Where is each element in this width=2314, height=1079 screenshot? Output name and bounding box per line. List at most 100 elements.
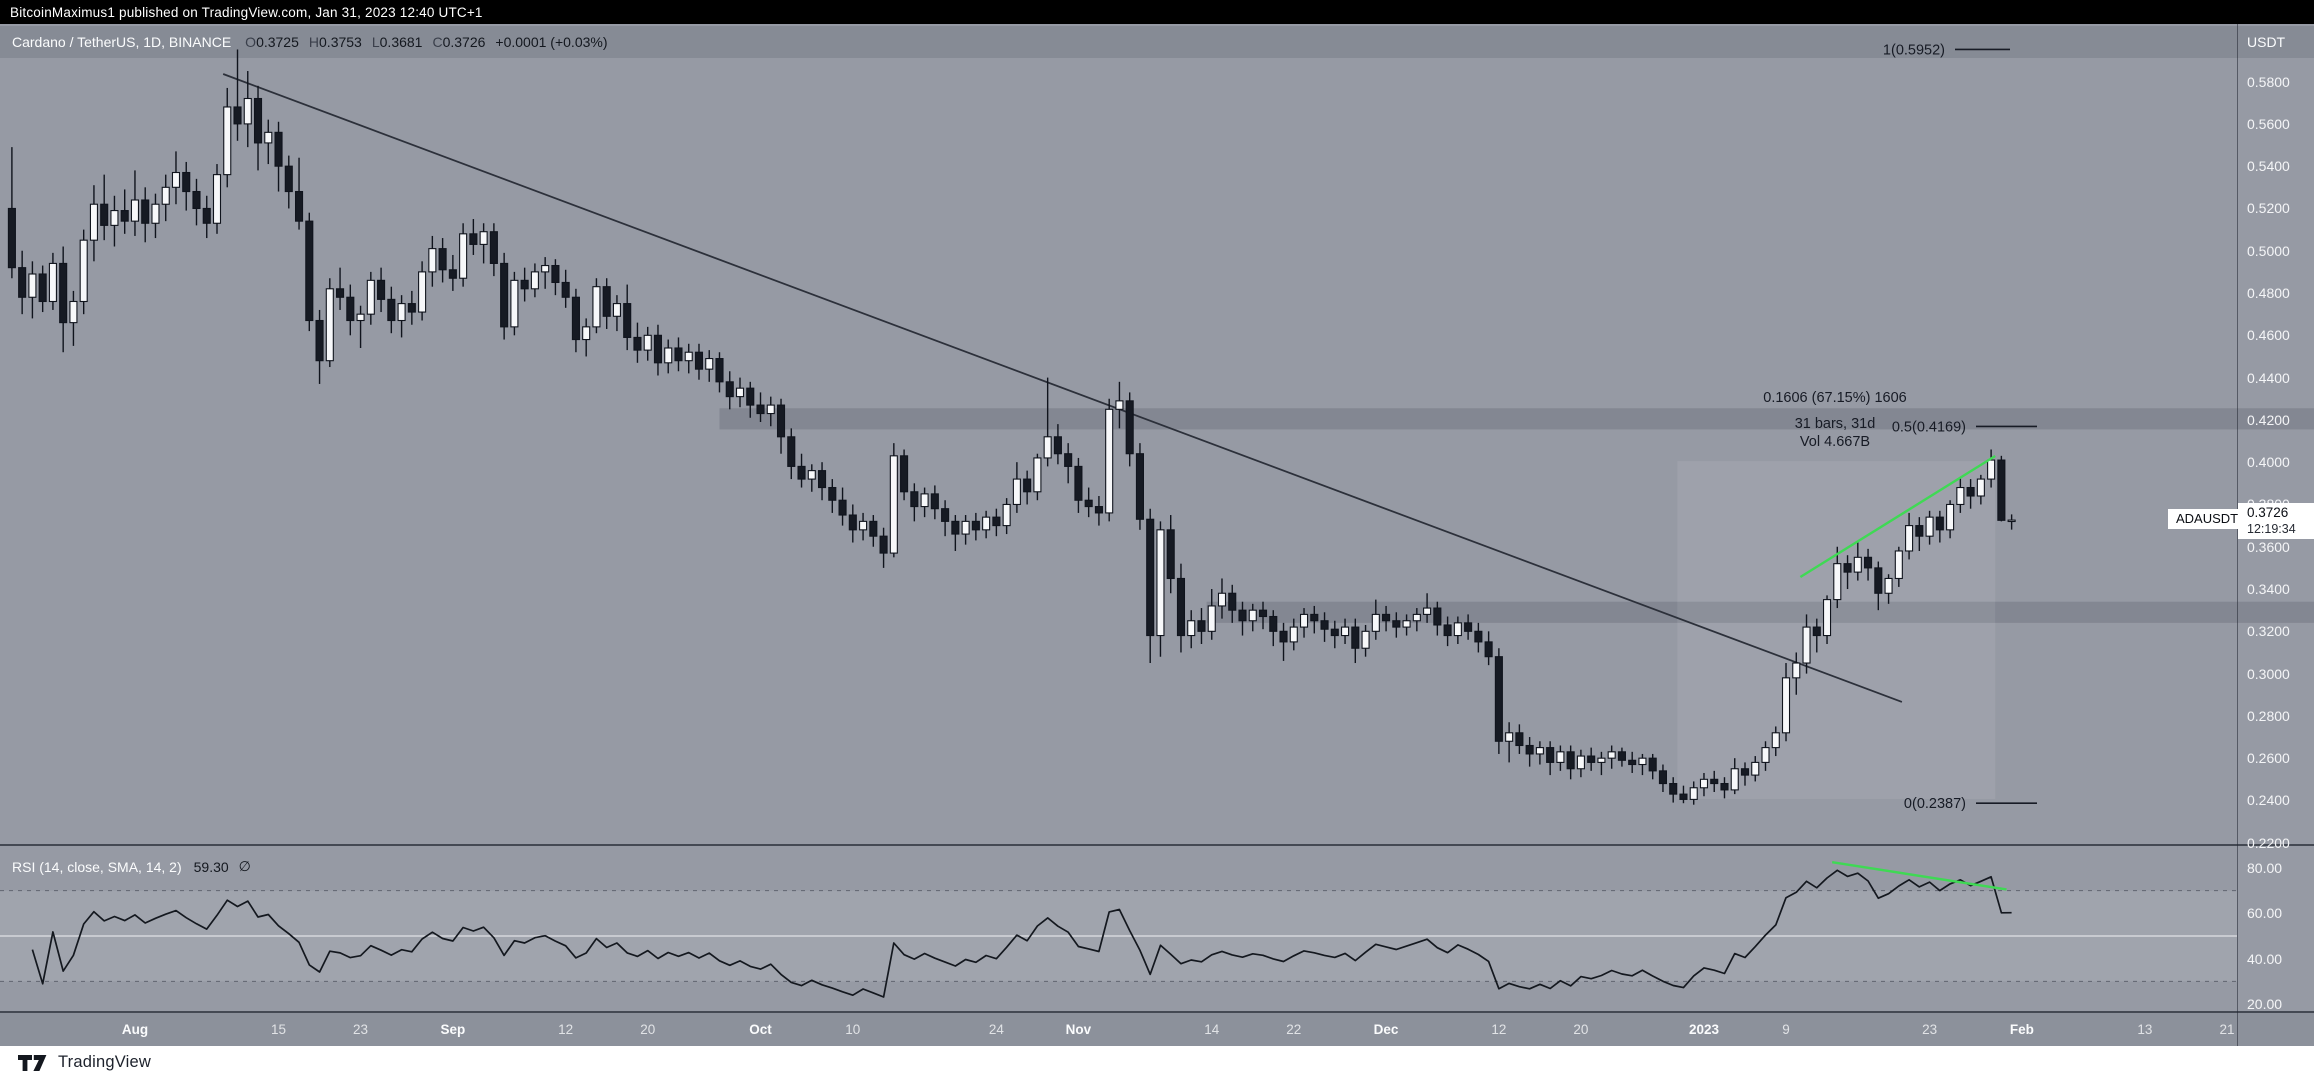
- candle-down: [1484, 641, 1493, 658]
- candle-down: [1669, 782, 1678, 795]
- candle-down: [633, 336, 642, 351]
- time-axis[interactable]: [0, 1013, 2314, 1046]
- time-tick: Aug: [121, 1022, 149, 1037]
- rsi-title[interactable]: RSI (14, close, SMA, 14, 2): [12, 858, 182, 875]
- fib-level-label: 0(0.2387): [1904, 796, 1966, 812]
- candle-down: [438, 248, 447, 271]
- candle-up: [89, 203, 98, 241]
- candle-down: [1228, 592, 1237, 611]
- candle-up: [212, 174, 222, 224]
- candle-down: [315, 319, 324, 362]
- rsi-tick: 40.00: [2247, 950, 2283, 967]
- candle-up: [459, 233, 468, 279]
- candle-up: [859, 520, 868, 531]
- candle-up: [510, 279, 519, 328]
- candle-down: [1494, 656, 1503, 742]
- price-tick: 0.5800: [2247, 73, 2290, 90]
- candle-down: [838, 499, 847, 516]
- rsi-chart-canvas[interactable]: [0, 845, 2314, 1011]
- candle-down: [694, 351, 704, 370]
- symbol-title[interactable]: Cardano / TetherUS, 1D, BINANCE: [12, 34, 232, 50]
- candle-up: [643, 334, 652, 351]
- time-tick: Oct: [749, 1022, 772, 1037]
- candle-up: [1043, 436, 1052, 459]
- price-tick: 0.4000: [2247, 454, 2290, 471]
- candle-down: [1864, 556, 1873, 569]
- candle-up: [264, 131, 273, 144]
- candle-up: [243, 97, 252, 125]
- candle-up: [1638, 757, 1647, 766]
- time-tick: 20: [1573, 1022, 1589, 1037]
- candle-down: [674, 347, 683, 362]
- price-tick: 0.5400: [2247, 158, 2290, 175]
- time-tick: 23: [1922, 1022, 1938, 1037]
- candle-up: [1976, 478, 1985, 497]
- candle-down: [623, 303, 632, 338]
- last-price-label: 0.3726 12:19:34: [2238, 503, 2314, 539]
- price-tick: 0.3000: [2247, 665, 2290, 682]
- ohlc-item: L0.3681: [371, 34, 423, 50]
- candle-down: [787, 436, 796, 467]
- chart-legend[interactable]: Cardano / TetherUS, 1D, BINANCE O0.3725 H…: [12, 26, 608, 58]
- time-tick: 21: [2219, 1022, 2235, 1037]
- candle-down: [59, 262, 68, 324]
- candle-down: [1392, 620, 1401, 628]
- candle-up: [684, 351, 693, 362]
- candle-up: [325, 288, 334, 362]
- time-tick: 12: [1491, 1022, 1507, 1037]
- candle-up: [1012, 478, 1021, 506]
- candle-down: [848, 514, 857, 531]
- axis-separator[interactable]: [0, 1011, 2314, 1013]
- candle-down: [776, 404, 786, 438]
- candle-down: [1515, 732, 1524, 747]
- candle-down: [1658, 770, 1668, 785]
- candle-down: [1320, 620, 1329, 630]
- candle-down: [602, 286, 611, 317]
- candle-down: [1710, 778, 1719, 785]
- tradingview-wordmark[interactable]: TradingView: [58, 1053, 151, 1071]
- candle-down: [7, 207, 16, 269]
- rsi-green-divergence-line: [1831, 861, 2007, 891]
- tradingview-logo-icon[interactable]: [18, 1054, 49, 1072]
- candle-up: [171, 171, 181, 188]
- rsi-legend[interactable]: RSI (14, close, SMA, 14, 2) 59.30 ∅: [12, 858, 251, 875]
- candle-down: [1628, 759, 1637, 766]
- candle-down: [489, 231, 498, 264]
- candle-down: [951, 520, 960, 535]
- ohlc-item: C0.3726: [432, 34, 486, 50]
- candle-down: [469, 233, 478, 245]
- candle-down: [182, 171, 191, 193]
- candle-down: [294, 190, 304, 222]
- candle-down: [869, 520, 878, 537]
- candle-up: [1341, 626, 1350, 637]
- candle-down: [305, 220, 314, 322]
- rsi-line: [31, 869, 2012, 998]
- price-tick: 0.2200: [2247, 834, 2290, 851]
- candle-down: [274, 131, 283, 167]
- candle-down: [500, 262, 509, 328]
- ohlc-readout: O0.3725 H0.3753 L0.3681 C0.3726: [245, 34, 495, 50]
- candle-down: [377, 279, 386, 300]
- ohlc-item: H0.3753: [308, 34, 362, 50]
- candle-down: [1279, 630, 1288, 643]
- candle-up: [1402, 620, 1411, 628]
- candle-up: [1894, 550, 1903, 580]
- price-tick: 0.4600: [2247, 327, 2290, 344]
- candle-up: [1607, 751, 1616, 759]
- candle-up: [418, 271, 427, 313]
- candle-up: [1105, 408, 1114, 514]
- candle-down: [387, 298, 396, 322]
- rsi-tick: 60.00: [2247, 905, 2283, 922]
- price-tick: 0.5600: [2247, 115, 2290, 132]
- candle-up: [1751, 761, 1760, 776]
- candle-down: [448, 269, 457, 279]
- panel-separator[interactable]: [0, 844, 2314, 846]
- price-chart-canvas[interactable]: 1(0.5952) 0.5(0.4169) 0(0.2387) 0.1606 (67.…: [0, 24, 2314, 845]
- candle-down: [1525, 744, 1534, 755]
- candle-down: [18, 267, 27, 298]
- candle-down: [1351, 626, 1360, 649]
- candle-up: [130, 199, 140, 222]
- candle-down: [910, 491, 919, 508]
- price-tick: 0.2800: [2247, 707, 2290, 724]
